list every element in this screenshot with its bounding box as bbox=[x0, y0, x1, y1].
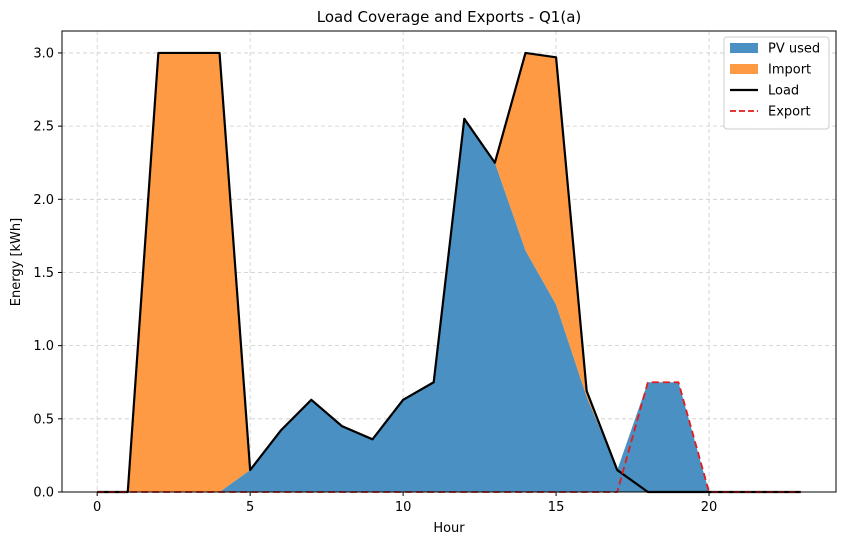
y-axis-ticks: 0.0 0.5 1.0 1.5 2.0 2.5 3.0 bbox=[33, 46, 62, 501]
plot-frame bbox=[61, 30, 837, 493]
line-export bbox=[97, 381, 801, 493]
area-import bbox=[97, 52, 801, 492]
y-tick-label-3: 1.5 bbox=[33, 266, 54, 281]
y-tick-label-2: 1.0 bbox=[33, 339, 54, 354]
legend-label-import: Import bbox=[768, 63, 811, 78]
y-tick-label-4: 2.0 bbox=[33, 193, 54, 208]
y-tick-label-1: 0.5 bbox=[33, 412, 54, 427]
legend-swatch-import bbox=[730, 64, 758, 74]
chart-title: Load Coverage and Exports - Q1(a) bbox=[317, 8, 582, 26]
y-tick-label-5: 2.5 bbox=[33, 120, 54, 135]
legend: PV used Import Load Export bbox=[723, 36, 830, 130]
legend-label-load: Load bbox=[768, 84, 799, 99]
legend-label-export: Export bbox=[768, 105, 811, 120]
legend-box bbox=[723, 36, 830, 130]
legend-label-pv-used: PV used bbox=[768, 42, 820, 57]
x-tick-label-0: 0 bbox=[93, 500, 101, 515]
y-axis-title: Energy [kWh] bbox=[9, 218, 24, 306]
area-pv-used bbox=[97, 118, 801, 492]
y-tick-label-6: 3.0 bbox=[33, 46, 54, 61]
stacked-areas bbox=[97, 52, 801, 492]
y-tick-label-0: 0.0 bbox=[33, 486, 54, 501]
x-tick-label-1: 5 bbox=[246, 500, 254, 515]
legend-swatch-pv-used bbox=[730, 43, 758, 53]
x-axis-ticks: 0 5 10 15 20 bbox=[93, 492, 717, 515]
x-tick-label-2: 10 bbox=[395, 500, 412, 515]
x-axis-title: Hour bbox=[433, 521, 465, 536]
x-tick-label-4: 20 bbox=[701, 500, 718, 515]
x-tick-label-3: 15 bbox=[548, 500, 565, 515]
